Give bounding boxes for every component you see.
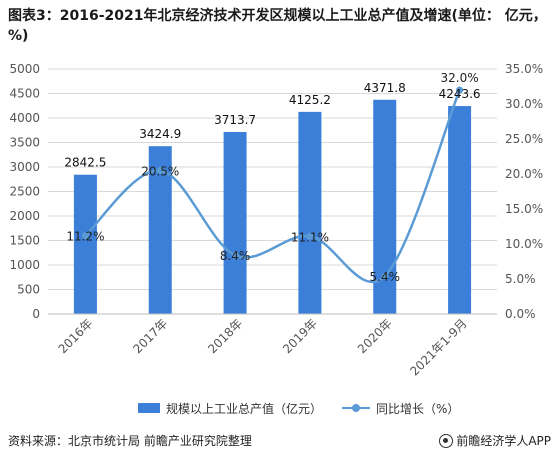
brand-logo-icon — [439, 433, 454, 448]
growth-data-label: 8.4% — [220, 249, 251, 263]
y-right-tick-label: 10.0% — [505, 237, 543, 251]
y-left-tick-label: 2000 — [9, 209, 40, 223]
growth-data-label: 20.5% — [141, 165, 179, 179]
x-tick-label: 2020年 — [355, 316, 395, 356]
brand-label: 前瞻经济学人APP — [456, 434, 551, 448]
y-left-tick-label: 3500 — [9, 136, 40, 150]
growth-point — [156, 167, 164, 174]
y-left-tick-label: 5000 — [9, 62, 40, 76]
bar — [223, 132, 247, 314]
y-left-tick-label: 2500 — [9, 185, 40, 199]
chart-legend: 规模以上工业总产值（亿元） 同比增长（%） — [0, 398, 559, 418]
y-right-tick-label: 30.0% — [505, 97, 543, 111]
y-right-tick-label: 20.0% — [505, 167, 543, 181]
brand: 前瞻经济学人APP — [439, 432, 551, 449]
growth-point — [456, 86, 464, 94]
y-right-tick-label: 35.0% — [505, 62, 543, 76]
bar — [298, 111, 322, 314]
bar — [448, 106, 472, 314]
growth-line — [84, 89, 461, 284]
y-right-tick-label: 25.0% — [505, 132, 543, 146]
bar-data-label: 4243.6 — [439, 87, 481, 101]
bar — [373, 99, 397, 314]
growth-point — [381, 272, 389, 280]
chart-title: 图表3：2016-2021年北京经济技术开发区规模以上工业总产值及增速(单位： … — [8, 8, 547, 44]
legend-swatch-bar — [138, 403, 160, 413]
legend-label-line: 同比增长（%） — [376, 401, 460, 416]
bar-data-label: 4125.2 — [289, 93, 331, 107]
y-left-tick-label: 3000 — [9, 160, 40, 174]
x-tick-label: 2017年 — [130, 316, 170, 356]
bar — [148, 146, 172, 314]
y-left-tick-label: 1000 — [9, 258, 40, 272]
legend-item-line: 同比增长（%） — [342, 398, 459, 418]
growth-point — [306, 232, 314, 240]
legend-swatch-line — [342, 403, 370, 413]
growth-data-label: 11.1% — [291, 230, 329, 244]
y-left-tick-label: 1500 — [9, 234, 40, 248]
growth-data-label: 11.2% — [66, 230, 104, 244]
growth-point — [81, 232, 89, 240]
x-tick-label: 2021年1-9月 — [407, 316, 469, 378]
y-right-tick-label: 5.0% — [505, 272, 536, 286]
y-left-tick-label: 0 — [32, 307, 40, 321]
x-tick-label: 2016年 — [56, 316, 96, 356]
x-tick-label: 2018年 — [205, 316, 245, 356]
y-right-tick-label: 0.0% — [505, 307, 536, 321]
legend-item-bar: 规模以上工业总产值（亿元） — [138, 398, 322, 418]
bar — [73, 174, 97, 314]
y-left-tick-label: 500 — [17, 283, 40, 297]
bar-data-label: 3713.7 — [214, 113, 256, 127]
legend-label-bar: 规模以上工业总产值（亿元） — [166, 401, 323, 416]
bar-data-label: 3424.9 — [139, 127, 181, 141]
growth-data-label: 5.4% — [370, 270, 401, 284]
y-left-tick-label: 4000 — [9, 111, 40, 125]
growth-point — [231, 251, 239, 259]
source-note: 资料来源：北京市统计局 前瞻产业研究院整理 — [8, 434, 252, 448]
growth-data-label: 32.0% — [441, 71, 479, 85]
bar-data-label: 4371.8 — [364, 81, 406, 95]
x-tick-label: 2019年 — [280, 316, 320, 356]
bar-data-label: 2842.5 — [64, 156, 106, 170]
y-left-tick-label: 4500 — [9, 87, 40, 101]
y-right-tick-label: 15.0% — [505, 202, 543, 216]
